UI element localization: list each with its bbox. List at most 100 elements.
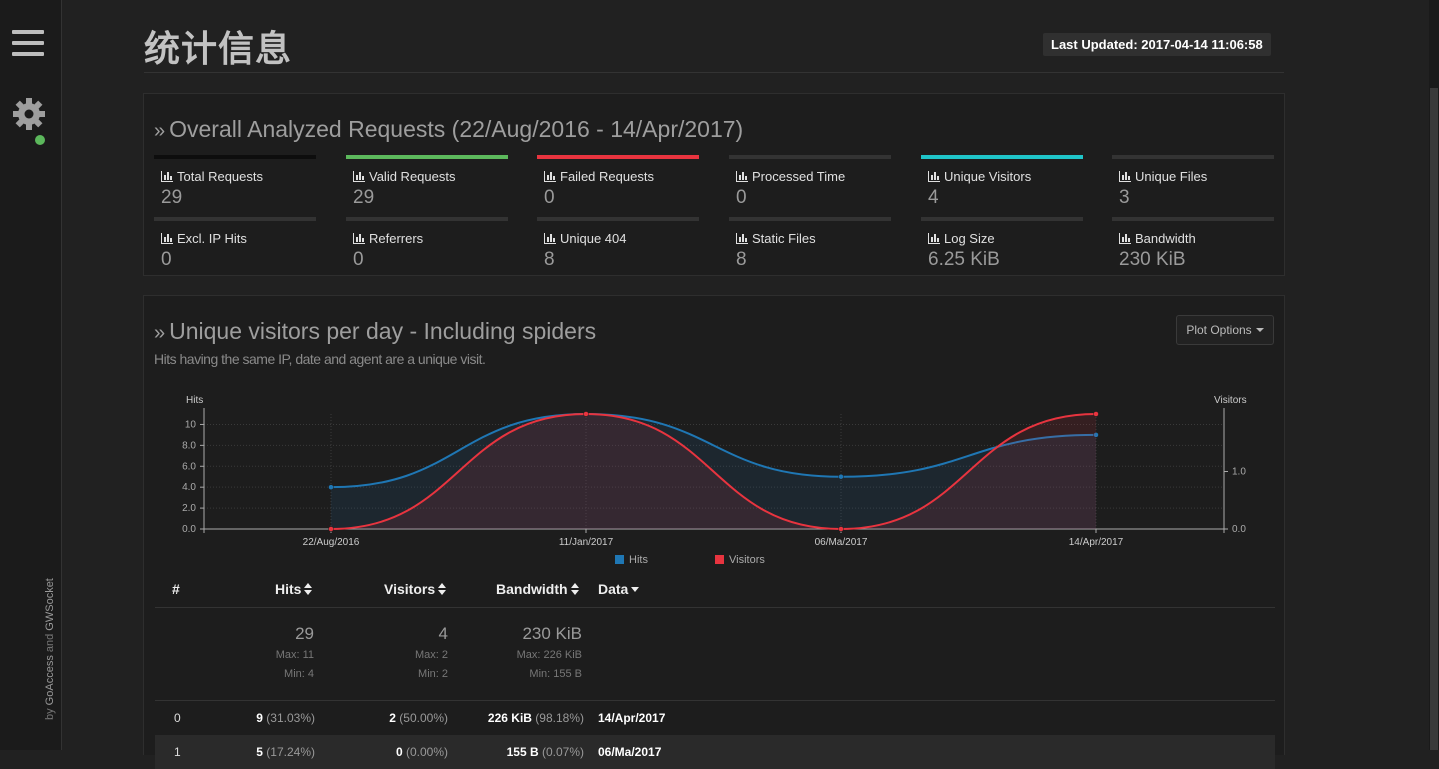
metric-label: Excl. IP Hits [161,231,247,246]
legend-label-visitors: Visitors [729,554,765,566]
metric-unique-visitors: Unique Visitors 4 [921,155,1083,212]
summary-hits-min: Min: 4 [284,668,314,680]
x-tick-label: 06/Ma/2017 [815,537,868,548]
y-axis-label-right: Visitors [1214,395,1247,406]
metric-unique-files: Unique Files 3 [1112,155,1274,212]
sort-icon [304,583,313,595]
col-header-visitors[interactable]: Visitors [384,581,447,597]
y-tick-label-left: 10 [185,419,197,430]
bar-chart-icon [353,171,365,182]
sort-icon [438,583,447,595]
metric-static-files: Static Files 8 [729,217,891,274]
cell-hits: 5 (17.24%) [256,745,315,759]
bar-chart-icon [161,171,173,182]
series-line-hits [330,412,1097,489]
table-row[interactable]: 0 9 (31.03%) 2 (50.00%) 226 KiB (98.18%)… [155,701,1275,735]
summary-divider [155,700,1275,701]
goaccess-link[interactable]: GoAccess [44,655,56,706]
metric-referrers: Referrers 0 [346,217,508,274]
metric-value: 8 [736,249,747,270]
metric-label: Failed Requests [544,169,654,184]
metric-valid-requests: Valid Requests 29 [346,155,508,212]
summary-visitors-max: Max: 2 [414,649,448,661]
col-header-hits[interactable]: Hits [275,581,313,597]
legend-swatch-visitors [715,555,724,564]
x-tick-label: 14/Apr/2017 [1069,537,1124,548]
bar-chart-icon [1119,171,1131,182]
websocket-status-dot [35,135,45,145]
summary-hits: 29 [295,624,314,643]
metric-value: 3 [1119,187,1130,208]
summary-hits-max: Max: 11 [275,649,314,661]
summary-bandwidth: 230 KiB [522,624,582,643]
summary-bandwidth-min: Min: 155 B [529,668,582,680]
legend-swatch-hits [615,555,624,564]
scrollbar-thumb[interactable] [1430,88,1438,750]
page-title: 统计信息 [144,28,293,69]
legend-label-hits: Hits [629,554,648,566]
cell-num: 1 [174,745,181,759]
table-header: # Hits Visitors Bandwidth Data [155,570,1275,608]
col-header-num: # [172,581,180,597]
col-header-data[interactable]: Data [598,581,640,597]
metric-total-requests: Total Requests 29 [154,155,316,212]
metric-value: 6.25 KiB [928,249,1000,270]
metric-failed-requests: Failed Requests 0 [537,155,699,212]
data-point-visitors [1093,411,1099,417]
col-header-bandwidth[interactable]: Bandwidth [496,581,579,597]
metric-value: 8 [544,249,555,270]
bar-chart-icon [928,171,940,182]
cell-bandwidth: 155 B (0.07%) [506,745,584,759]
metric-value: 0 [544,187,555,208]
bar-chart-icon [544,233,556,244]
metric-label: Processed Time [736,169,845,184]
metric-label: Static Files [736,231,816,246]
table-row[interactable]: 1 5 (17.24%) 0 (0.00%) 155 B (0.07%) 06/… [155,735,1275,769]
metric-label: Valid Requests [353,169,455,184]
plot-options-button[interactable]: Plot Options [1176,315,1274,345]
bar-chart-icon [736,171,748,182]
cell-hits: 9 (31.03%) [256,711,315,725]
gear-icon[interactable] [12,97,46,131]
y-tick-label-left: 8.0 [182,440,196,451]
caret-down-icon [1255,328,1264,332]
bar-chart-icon [161,233,173,244]
summary-bandwidth-max: Max: 226 KiB [516,649,582,661]
sort-icon [570,583,579,595]
bar-chart-icon [928,233,940,244]
data-point-visitors [583,411,589,417]
metric-value: 0 [353,249,364,270]
chevron-icon: » [154,120,166,142]
visitors-title: » Unique visitors per day - Including spi… [154,318,597,344]
metric-excl-ip-hits: Excl. IP Hits 0 [154,217,316,274]
overall-panel: » Overall Analyzed Requests (22/Aug/2016 … [143,93,1285,276]
credit-text: by GoAccess and GWSocket [44,578,56,720]
gwsocket-link[interactable]: GWSocket [44,578,56,631]
cell-visitors: 2 (50.00%) [389,711,448,725]
cell-bandwidth: 226 KiB (98.18%) [487,711,584,725]
y-tick-label-left: 2.0 [182,503,196,514]
y-tick-label-left: 6.0 [182,461,196,472]
scrollbar[interactable] [1429,0,1439,750]
data-point-visitors [838,526,844,532]
cell-visitors: 0 (0.00%) [395,745,448,759]
x-tick-label: 11/Jan/2017 [559,537,614,548]
metric-bandwidth: Bandwidth 230 KiB [1112,217,1274,274]
metric-label: Bandwidth [1119,231,1196,246]
metric-label: Unique Visitors [928,169,1031,184]
last-updated-badge: Last Updated: 2017-04-14 11:06:58 [1043,33,1271,56]
metric-unique-404: Unique 404 8 [537,217,699,274]
x-tick-label: 22/Aug/2016 [303,537,360,548]
metric-label: Total Requests [161,169,263,184]
y-axis-label-left: Hits [186,395,203,406]
sort-down-icon [631,587,640,592]
bar-chart-icon [544,171,556,182]
metric-value: 29 [161,187,183,208]
chevron-icon: » [154,322,166,344]
sidebar: by GoAccess and GWSocket [0,0,62,750]
overall-title: » Overall Analyzed Requests (22/Aug/2016 … [154,116,744,142]
data-point-hits [328,484,334,490]
hamburger-menu-icon[interactable] [12,30,44,60]
metric-processed-time: Processed Time 0 [729,155,891,212]
cell-data: 14/Apr/2017 [598,711,666,725]
